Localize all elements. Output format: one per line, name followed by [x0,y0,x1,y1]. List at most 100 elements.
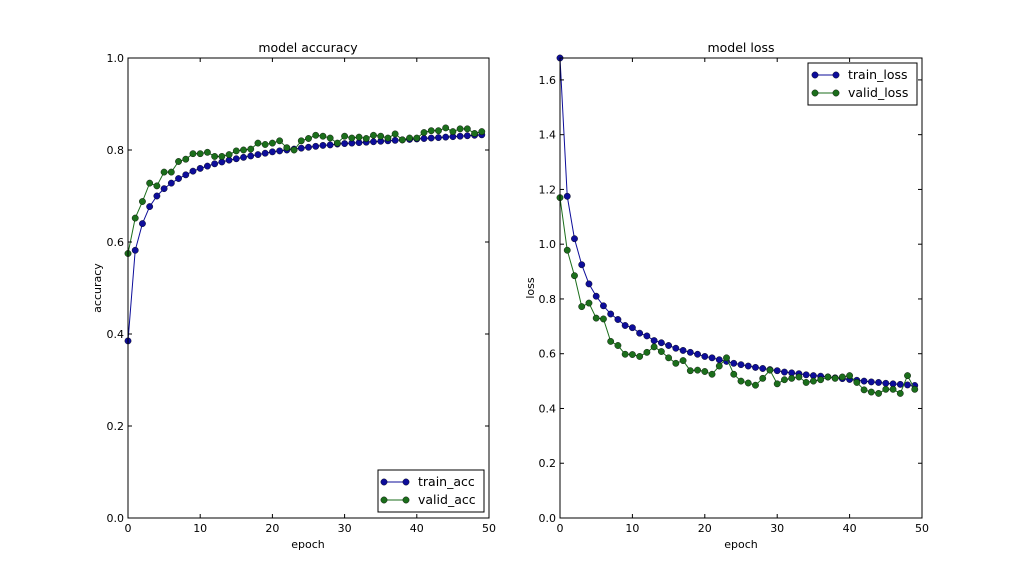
data-point [319,132,327,140]
data-point [657,348,665,355]
x-tick-label: 40 [843,522,857,535]
data-point [650,343,658,351]
data-point [831,374,839,382]
data-point [160,185,168,193]
x-tick-label: 30 [770,522,784,535]
x-tick-label: 20 [265,522,279,535]
legend-marker-valid [380,496,388,504]
x-axis-label: epoch [724,538,758,551]
legend-box [377,469,485,513]
data-point [882,379,890,387]
data-point [592,292,600,300]
data-point [160,168,168,176]
data-point [686,348,694,356]
data-point [614,316,622,323]
data-point [679,357,687,364]
loss-chart: model loss epoch loss 0 10 20 30 40 500.00.20… [524,40,929,551]
legend-box [807,62,918,106]
data-point [904,372,911,380]
data-point [254,151,262,159]
data-point [312,131,320,139]
data-point [571,272,578,280]
data-point [391,130,399,138]
legend: train_loss valid_loss [807,62,918,106]
legend-label-train: train_loss [848,67,908,82]
data-point [665,342,672,349]
data-point [665,354,672,362]
data-point [406,134,413,142]
data-point [614,342,622,349]
chart-title: model loss [707,40,774,55]
data-point [759,365,767,372]
data-point [744,379,752,387]
data-point [471,130,478,137]
data-point [463,125,471,133]
data-point [563,192,571,200]
data-point [904,381,911,389]
data-point [427,134,435,142]
data-point [348,134,356,142]
data-point [571,235,578,243]
data-point [305,143,312,151]
data-point [420,135,428,142]
legend-label-train: train_acc [418,474,475,489]
data-point [860,386,868,394]
data-point [218,153,226,160]
y-tick-label: 1.4 [539,129,557,142]
data-point [175,175,182,182]
data-point [240,146,247,154]
tick-layer: 0 10 20 30 40 50 0.0 0.2 0.4 0.6 0.8 1.0 [107,52,497,535]
data-point [355,133,363,141]
data-point [715,356,723,364]
legend-label-valid: valid_loss [848,85,908,100]
data-point [413,134,421,142]
data-point [189,150,197,158]
data-point [860,377,868,385]
data-point [643,332,651,340]
data-point [650,337,658,344]
x-tick-label: 40 [410,522,424,535]
data-point [290,146,298,154]
y-axis-label: accuracy [91,263,104,313]
data-point [657,339,665,347]
data-point [701,368,709,375]
data-point [326,134,334,142]
data-point [621,322,629,329]
legend-label-valid: valid_acc [418,492,476,507]
data-point [167,179,175,187]
data-point [167,168,175,176]
data-point [600,315,607,323]
accuracy-chart: model accuracy epoch accuracy 0 10 20 30 40 5… [91,40,496,551]
data-point [592,314,600,322]
data-point [463,132,471,140]
data-point [578,261,586,269]
data-point [456,132,464,140]
data-point [427,127,435,135]
data-point [370,138,377,146]
data-point [420,129,428,136]
legend-marker-train [811,71,819,79]
data-point [139,220,146,228]
data-point [585,299,593,307]
y-tick-label: 0.6 [539,348,557,361]
data-point [435,127,442,135]
x-axis-label: epoch [291,538,325,551]
y-tick-label: 0.0 [107,512,125,525]
data-point [752,363,759,371]
y-tick-label: 0.2 [107,420,125,433]
y-tick-label: 1.6 [539,74,557,87]
data-point [629,324,636,332]
data-point [781,368,788,376]
y-axis-label: loss [524,277,537,299]
data-point [643,348,651,356]
data-point [211,160,219,168]
data-point [268,139,276,147]
data-point [153,192,161,200]
data-point [636,353,644,360]
y-tick-label: 0.8 [539,293,557,306]
data-point [341,140,348,147]
data-point [802,371,810,379]
data-point [305,135,312,142]
legend: train_acc valid_acc [377,469,485,513]
y-tick-label: 0.2 [539,457,557,470]
